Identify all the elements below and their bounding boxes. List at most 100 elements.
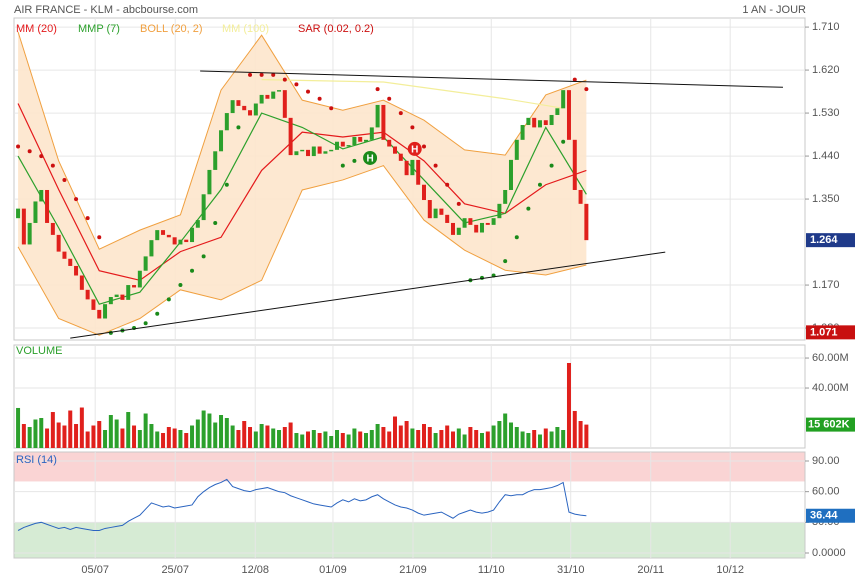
volume-bar [335,430,340,448]
zone [14,522,805,558]
sar-dot [282,77,287,82]
candle [485,222,490,225]
candle [184,239,189,243]
sar-dot [178,283,183,288]
candle [358,136,363,142]
pattern-marker [363,150,378,165]
candle [311,146,316,157]
candle [166,234,171,238]
pattern-marker [407,141,422,156]
candle [387,139,392,147]
sar-dot [387,96,392,101]
candle [97,309,102,319]
sar-dot [85,216,90,221]
candle [259,94,264,104]
x-tick-label: 25/07 [161,564,189,576]
candle [369,127,374,140]
volume-bar [311,430,316,448]
bollinger-lower [17,165,587,336]
volume-bar [219,415,224,448]
candle [190,227,195,243]
candle [445,214,450,223]
sar-dot [410,125,415,130]
candle [532,117,537,128]
sar-dot [62,177,67,182]
candle [253,103,258,116]
candle [456,227,461,235]
volume-bar [445,425,450,448]
volume-bar [132,425,137,448]
indicator-line [17,103,587,281]
y-tick-label: 90.00 [812,455,840,467]
sar-dot [433,163,438,168]
min-price: 1.071 [810,326,838,338]
sar-dot [317,96,322,101]
candle [271,91,276,99]
volume-bar [137,430,142,448]
volume-bar [172,428,177,448]
volume-bar [45,428,50,448]
volume-bar [97,421,102,448]
volume-bar [201,410,206,448]
volume-bar [236,430,241,448]
volume-bar [161,433,166,448]
volume-bar [485,431,490,448]
candle [143,256,148,271]
volume-bar [532,430,537,448]
candle [364,139,369,142]
volume-bar [381,427,386,448]
candle [421,184,426,201]
legend-entry: MM (100) [222,23,269,35]
sar-dot [248,72,253,77]
candle [340,141,345,147]
volume-bar [497,421,502,448]
volume-bar [358,431,363,448]
candle [21,208,26,245]
candle [306,149,311,157]
volume-bar [427,427,432,448]
candle [503,189,508,204]
sar-dot [27,149,32,154]
trendline [200,70,783,88]
x-tick-label: 11/10 [478,564,505,576]
trendline [70,251,666,339]
volume-bar [68,410,73,448]
candle [149,240,154,257]
volume-bar [369,430,374,448]
candle [450,222,455,235]
pattern-marker-label: H [366,154,373,165]
y-tick-label: 1.170 [812,279,840,291]
candle [537,120,542,128]
candle [416,159,421,185]
candle [572,139,577,190]
candle [62,251,67,259]
volume-bar [306,431,311,448]
candle [224,113,229,131]
x-tick-label: 20/11 [637,564,664,576]
candle [277,90,282,92]
y-tick-label: 60.00M [812,352,849,364]
volume-bar [416,430,421,448]
volume-bar [74,424,79,448]
pattern-marker-label: H [411,145,418,156]
volume-bar [184,433,189,448]
sar-dot [445,182,450,187]
sar-dot [537,182,542,187]
volume-bar [572,410,577,448]
volume-bar [439,430,444,448]
volume-bar [259,424,264,448]
volume-bar [561,430,566,448]
y-tick-label: 40.00M [812,382,849,394]
min-price-box [806,325,855,340]
volume-bar [207,413,212,448]
legend-entry: BOLL (20, 2) [140,23,203,35]
candle [68,258,73,266]
candle [126,285,131,300]
volume-bar [21,424,26,448]
y-tick-label: 1.530 [812,107,840,119]
sar-dot [549,163,554,168]
candle [555,108,560,115]
candle [543,120,548,126]
